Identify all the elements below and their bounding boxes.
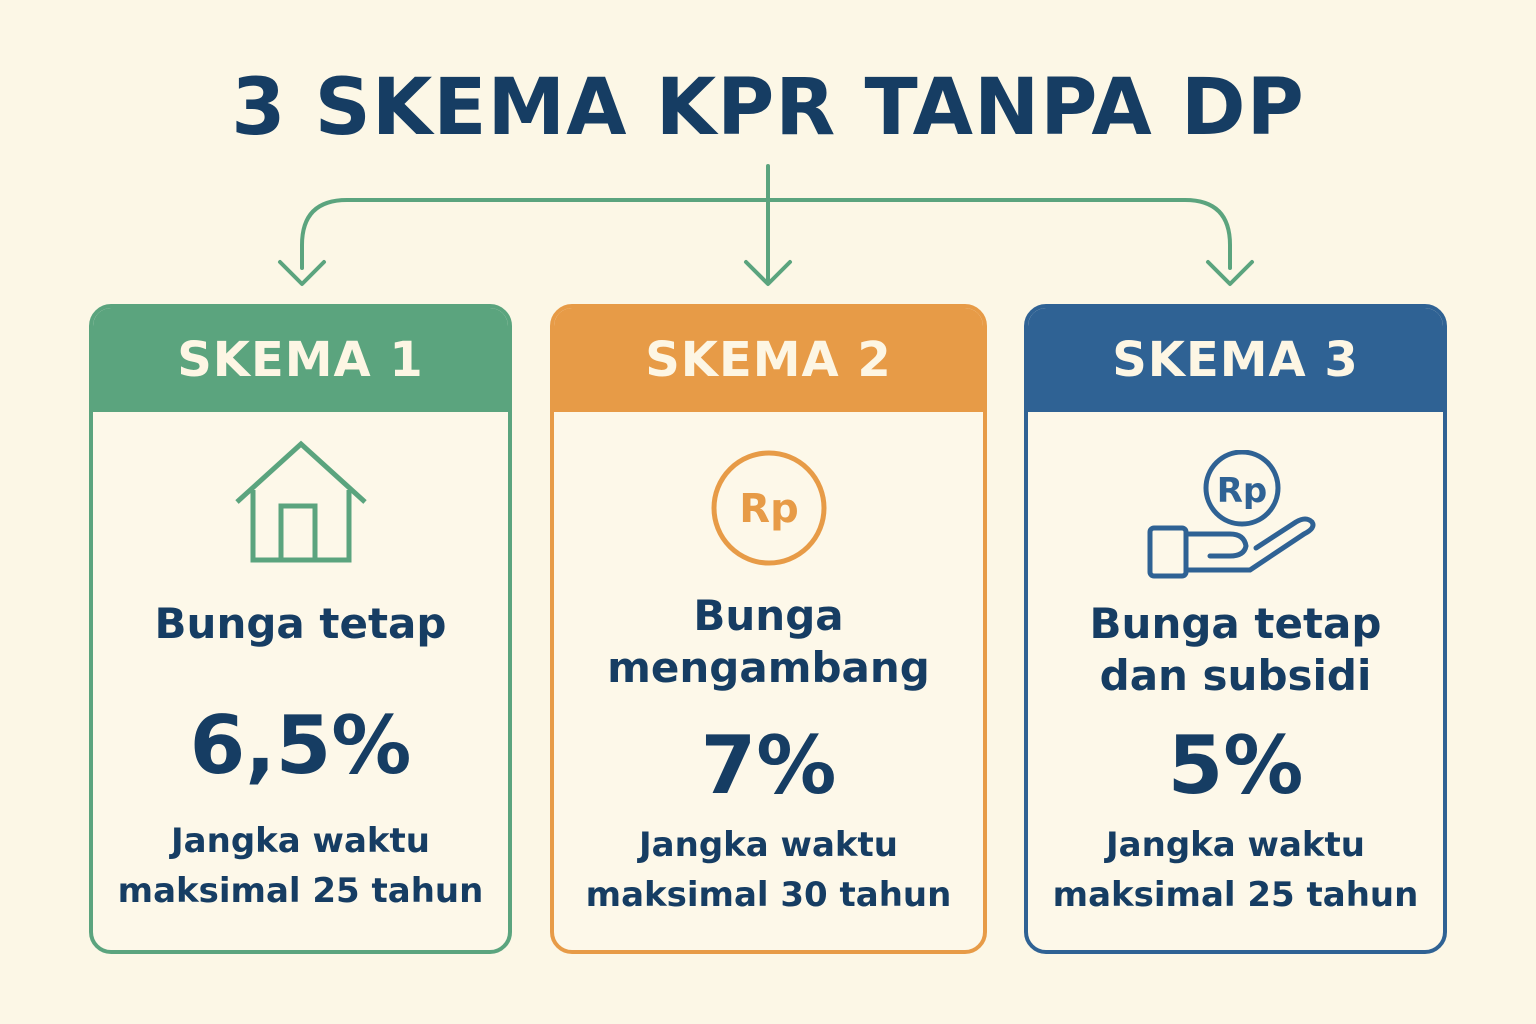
connector-arrows — [278, 164, 1254, 286]
scheme-card-2: SKEMA 2 Rp Bunga mengambang 7% Jangka wa… — [550, 304, 987, 954]
page-title: 3 SKEMA KPR TANPA DP — [231, 63, 1305, 153]
interest-rate: 6,5% — [189, 699, 412, 792]
arrowhead-3 — [1206, 260, 1254, 286]
house-icon — [93, 438, 508, 568]
rupiah-symbol: Rp — [1216, 471, 1267, 511]
scheme-card-3: SKEMA 3 Rp Bunga tetap dan subsidi 5% Ja… — [1024, 304, 1447, 954]
loan-term: Jangka waktu maksimal 25 tahun — [1052, 825, 1419, 915]
scheme-card-1: SKEMA 1 Bunga tetap 6,5% Jangka waktu ma… — [89, 304, 512, 954]
interest-rate: 5% — [1167, 719, 1304, 812]
scheme-header: SKEMA 3 — [1028, 308, 1443, 412]
scheme-label: Bunga tetap dan subsidi — [1089, 599, 1382, 700]
scheme-header: SKEMA 2 — [554, 308, 983, 412]
hand-rupiah-coin-icon: Rp — [1028, 450, 1443, 590]
scheme-header: SKEMA 1 — [93, 308, 508, 412]
arrowhead-1 — [278, 260, 326, 286]
rupiah-coin-icon: Rp — [554, 446, 983, 570]
loan-term: Jangka waktu maksimal 25 tahun — [117, 821, 484, 911]
branch-line — [300, 198, 1232, 270]
scheme-label: Bunga mengambang — [607, 591, 930, 692]
loan-term: Jangka waktu maksimal 30 tahun — [585, 825, 952, 915]
interest-rate: 7% — [700, 719, 837, 812]
rupiah-symbol: Rp — [739, 486, 798, 532]
arrowhead-2 — [744, 260, 792, 286]
scheme-label: Bunga tetap — [154, 599, 447, 648]
